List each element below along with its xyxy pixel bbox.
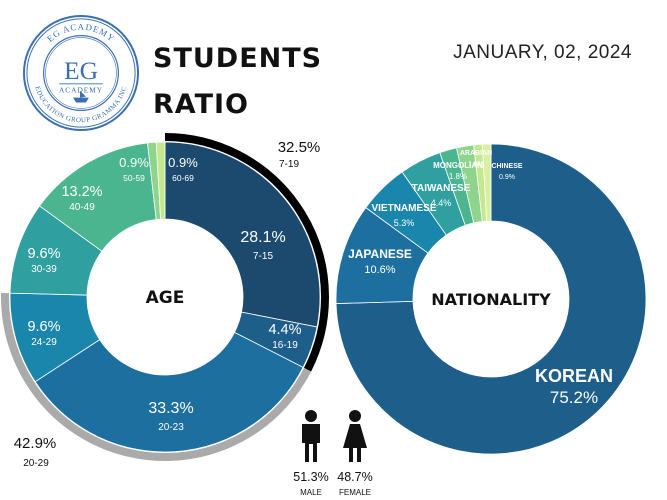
group-label-value-20-29: 42.9%	[14, 435, 57, 452]
data-label-60-69: 0.9%	[168, 155, 198, 170]
title-line-2: RATIO	[153, 89, 250, 120]
group-label-value-7-19: 32.5%	[278, 139, 321, 156]
data-label-20-23: 33.3%	[148, 400, 193, 417]
logo-sub: ACADEMY	[59, 86, 103, 95]
group-label-7-19: 7-19	[279, 159, 299, 170]
data-label-7-15: 28.1%	[240, 229, 285, 246]
tick-label-chinese: CHINESE	[491, 163, 522, 170]
logo-monogram: EG	[64, 56, 98, 85]
date-label: JANUARY, 02, 2024	[453, 42, 632, 63]
tick-label-50-59: 50-59	[123, 173, 145, 183]
data-label-japanese: 10.6%	[364, 264, 395, 276]
nationality-donut-chart: NATIONALITY KOREAN 75.2% JAPANESE 10.6% VIETN…	[335, 143, 647, 455]
tick-label-16-19: 16-19	[272, 340, 298, 351]
data-label-chinese: 0.9%	[499, 174, 515, 181]
data-label-50-59: 0.9%	[119, 155, 149, 170]
data-label-24-29: 9.6%	[27, 319, 60, 335]
data-label-vietnamese: 5.3%	[394, 218, 415, 228]
data-label-mongolian: 1.8%	[449, 172, 467, 181]
tick-label-7-15: 7-15	[253, 251, 273, 262]
page-title: STUDENTS RATIO	[153, 36, 322, 128]
group-label-20-29: 20-29	[23, 458, 49, 469]
ship-icon	[73, 90, 89, 103]
tick-label-mongolian: MONGOLIAN	[433, 161, 483, 170]
tick-label-40-49: 40-49	[69, 202, 95, 213]
tick-label-arabian: ARABIAN	[460, 150, 492, 157]
tick-label-taiwanese: TAIWANESE	[412, 183, 471, 194]
data-label-arabian: 1.8%	[468, 161, 484, 168]
male-icon	[302, 410, 320, 462]
tick-label-vietnamese: VIETNAMESE	[371, 203, 436, 214]
female-percent: 48.7%	[337, 470, 372, 484]
data-label-30-39: 9.6%	[27, 246, 60, 262]
eg-academy-logo: EG ACADEMY EDUCATION GROUP GRAMMA INC EG…	[22, 14, 140, 132]
tick-label-japanese: JAPANESE	[348, 247, 412, 261]
donut-hole	[413, 221, 569, 377]
data-label-40-49: 13.2%	[61, 184, 102, 200]
group-arc-7-19	[164, 133, 329, 372]
tick-label-korean: KOREAN	[535, 366, 613, 386]
data-label-taiwanese: 4.4%	[431, 198, 452, 208]
tick-label-24-29: 24-29	[31, 337, 57, 348]
data-label-16-19: 4.4%	[268, 322, 301, 338]
tick-label-60-69: 60-69	[172, 173, 194, 183]
data-label-korean: 75.2%	[550, 388, 598, 407]
male-percent: 51.3%	[293, 470, 328, 484]
age-donut-chart: AGE 28.1% 7-15 4.4% 16-19 33.3% 20-23 9.6% 24-29…	[1, 133, 329, 469]
center-label: AGE	[146, 288, 185, 308]
donut-hole	[87, 219, 243, 375]
group-arc-20-29	[1, 292, 312, 461]
tick-label-30-39: 30-39	[31, 264, 57, 275]
female-label: FEMALE	[339, 488, 371, 497]
male-label: MALE	[300, 488, 322, 497]
center-label: NATIONALITY	[431, 290, 551, 309]
gender-split: 51.3% MALE 48.7% FEMALE	[293, 410, 373, 497]
tick-label-20-23: 20-23	[158, 422, 184, 433]
female-icon	[343, 410, 367, 462]
title-line-1: STUDENTS	[153, 43, 323, 74]
